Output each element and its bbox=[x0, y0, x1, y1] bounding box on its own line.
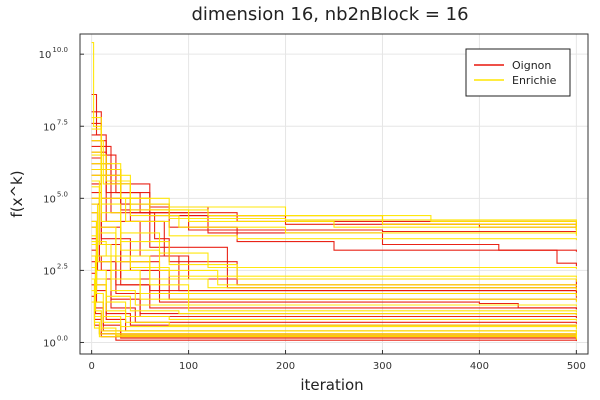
y-tick-exponent: 0.0 bbox=[57, 334, 68, 342]
series-layer bbox=[91, 42, 577, 341]
y-tick-label: 2.510 bbox=[43, 262, 68, 277]
legend-label-enrichie: Enrichie bbox=[512, 74, 557, 87]
y-tick-base: 10 bbox=[43, 338, 56, 349]
y-tick-label: 5.010 bbox=[43, 190, 68, 205]
x-axis-label: iteration bbox=[300, 376, 363, 394]
y-tick-exponent: 5.0 bbox=[57, 190, 68, 198]
y-tick-exponent: 10.0 bbox=[52, 46, 68, 54]
series-line-enrichie-3 bbox=[91, 128, 577, 235]
series-line-oignon-15 bbox=[91, 203, 577, 316]
legend-box bbox=[465, 48, 571, 97]
legend-label-oignon: Oignon bbox=[512, 59, 551, 72]
series-line-enrichie-6 bbox=[91, 163, 577, 269]
y-tick-base: 10 bbox=[43, 266, 56, 277]
x-tick-label: 500 bbox=[567, 361, 586, 372]
x-tick-label: 200 bbox=[276, 361, 295, 372]
x-tick-label: 400 bbox=[470, 361, 489, 372]
series-line-oignon-7 bbox=[91, 151, 577, 287]
y-tick-base: 10 bbox=[43, 122, 56, 133]
series-line-oignon-3 bbox=[91, 122, 577, 230]
y-tick-label: 10.010 bbox=[39, 46, 68, 61]
series-line-enrichie-13 bbox=[91, 212, 577, 313]
legend: Oignon Enrichie bbox=[465, 48, 571, 97]
series-line-enrichie-21 bbox=[91, 290, 577, 337]
y-tick-exponent: 2.5 bbox=[57, 262, 68, 270]
series-line-enrichie-4 bbox=[91, 140, 577, 236]
y-tick-label: 7.510 bbox=[43, 118, 68, 133]
series-line-enrichie-22 bbox=[91, 301, 577, 340]
series-line-enrichie-23 bbox=[91, 241, 577, 278]
y-tick-exponent: 7.5 bbox=[57, 118, 68, 126]
grid bbox=[80, 34, 588, 354]
x-tick-label: 100 bbox=[179, 361, 198, 372]
x-tick-label: 0 bbox=[88, 361, 94, 372]
y-tick-base: 10 bbox=[43, 194, 56, 205]
y-tick-base: 10 bbox=[39, 50, 52, 61]
series-line-oignon-21 bbox=[91, 261, 577, 340]
series-line-enrichie-20 bbox=[91, 278, 577, 339]
y-axis-label: f(x^k) bbox=[8, 170, 26, 217]
series-line-enrichie-11 bbox=[91, 197, 577, 303]
series-line-oignon-25 bbox=[91, 255, 577, 292]
series-line-enrichie-24 bbox=[91, 154, 577, 222]
chart-title: dimension 16, nb2nBlock = 16 bbox=[191, 4, 468, 25]
x-tick-label: 300 bbox=[373, 361, 392, 372]
y-tick-label: 0.010 bbox=[43, 334, 68, 349]
ticks: 0 100 200 300 400 5000.0102.5105.0107.51010.0… bbox=[39, 46, 586, 372]
plot-frame bbox=[79, 33, 589, 355]
series-line-enrichie-8 bbox=[91, 174, 577, 287]
series-line-oignon-4 bbox=[91, 140, 577, 233]
